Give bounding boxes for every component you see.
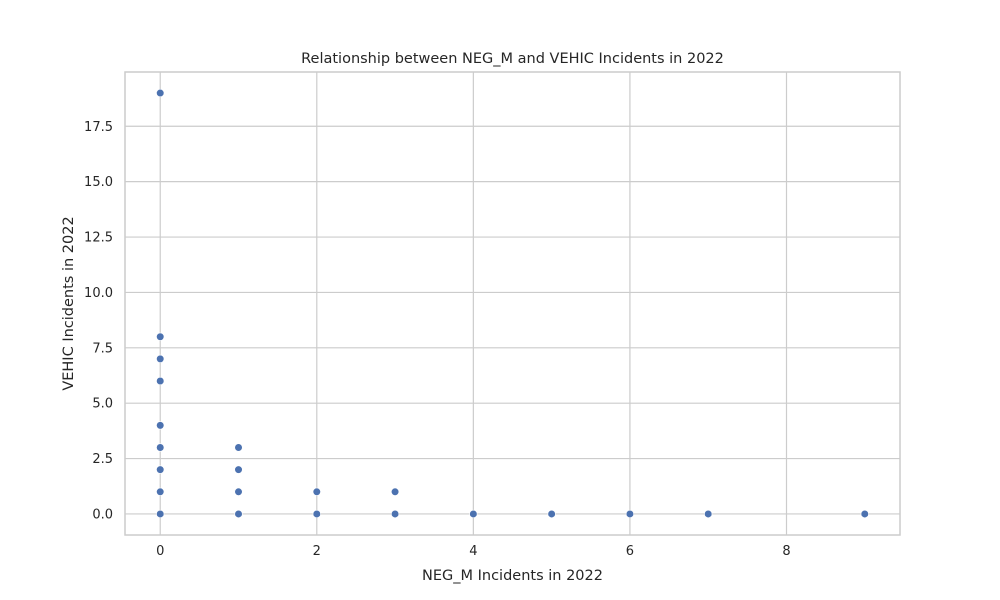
data-point (156, 88, 165, 98)
data-point (547, 509, 556, 519)
data-point (860, 509, 869, 519)
data-point (390, 509, 400, 519)
x-tick-labels: 0 2 4 6 8 (156, 544, 791, 559)
data-point (469, 509, 478, 519)
data-point (390, 487, 400, 496)
y-tick-label: 7.5 (92, 341, 113, 356)
data-point (234, 487, 243, 496)
data-point (625, 509, 635, 519)
y-tick-label: 12.5 (84, 231, 113, 246)
grid-lines (125, 72, 900, 535)
y-axis-label: VEHIC Incidents in 2022 (61, 216, 77, 390)
x-tick-label: 4 (469, 544, 477, 559)
plot-frame (124, 71, 901, 536)
data-point (234, 443, 243, 452)
y-tick-label: 10.0 (84, 286, 113, 301)
data-point (234, 509, 243, 519)
data-point (156, 376, 165, 386)
y-tick-label: 15.0 (84, 175, 113, 190)
y-tick-label: 5.0 (92, 397, 113, 412)
data-point (156, 421, 165, 430)
data-point (156, 465, 165, 474)
data-point (156, 332, 165, 341)
data-point (156, 509, 165, 519)
data-point (312, 509, 321, 519)
data-point (156, 487, 165, 496)
x-tick-label: 8 (782, 544, 790, 559)
data-point (234, 465, 243, 474)
chart-title: Relationship between NEG_M and VEHIC Inc… (301, 51, 724, 67)
y-tick-label: 0.0 (92, 507, 113, 522)
x-tick-label: 6 (626, 544, 634, 559)
y-tick-labels: 0.0 2.5 5.0 7.5 10.0 12.5 15.0 17.5 (84, 120, 113, 523)
data-points (156, 88, 869, 519)
y-tick-label: 17.5 (84, 120, 113, 135)
y-tick-label: 2.5 (92, 452, 113, 467)
data-point (312, 487, 321, 496)
data-point (704, 509, 713, 519)
data-point (156, 443, 165, 452)
x-tick-label: 2 (313, 544, 321, 559)
x-tick-label: 0 (156, 544, 164, 559)
x-axis-label: NEG_M Incidents in 2022 (422, 568, 603, 584)
data-point (156, 354, 165, 363)
